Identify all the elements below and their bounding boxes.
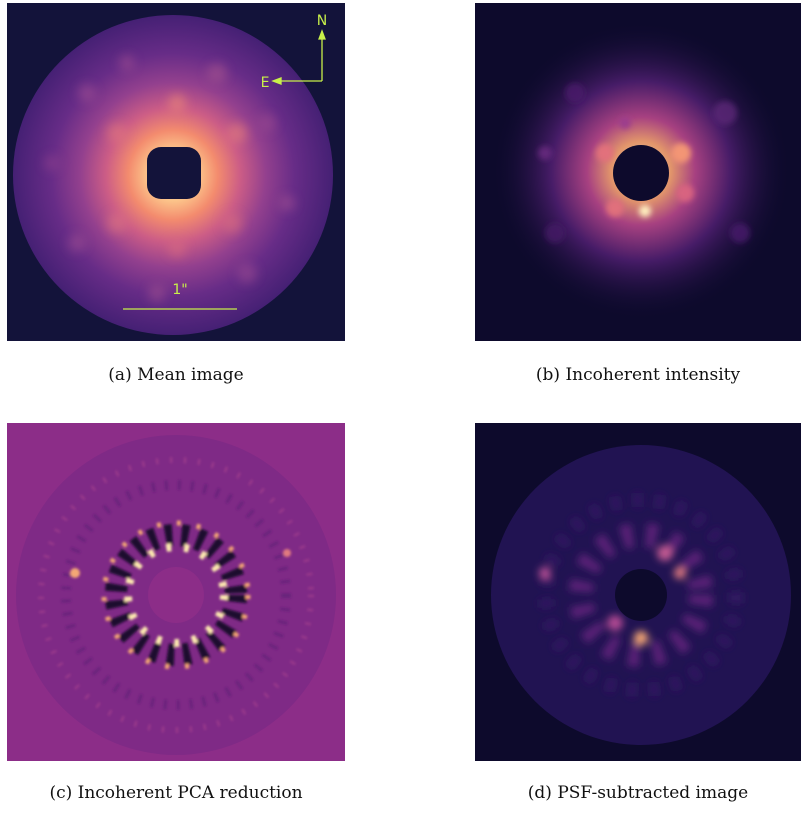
coronagraph-mask <box>148 567 204 623</box>
caption-incoherent-intensity: (b) Incoherent intensity <box>535 365 741 385</box>
residual-speckles <box>539 493 743 697</box>
incoherent-intensity-panel <box>475 3 801 341</box>
caption-pca-reduction: (c) Incoherent PCA reduction <box>49 783 303 803</box>
speckle-pattern <box>538 83 750 243</box>
mean-image: N E 1" <box>7 3 345 341</box>
caption-mean-image: (a) Mean image <box>108 365 244 385</box>
psf-subtracted-panel <box>475 423 801 761</box>
compass <box>271 29 326 85</box>
pca-residuals <box>38 457 314 733</box>
pca-reduction-panel <box>7 423 345 761</box>
mean-image-panel: N E 1" <box>7 3 345 341</box>
caption-psf-subtracted: (d) PSF-subtracted image <box>527 783 749 803</box>
coronagraph-mask <box>147 147 201 199</box>
coronagraph-mask <box>613 145 669 201</box>
speckle-pattern <box>44 55 295 302</box>
coronagraph-mask <box>615 569 667 621</box>
east-label: E <box>261 75 270 91</box>
north-label: N <box>317 13 327 29</box>
psf-subtracted-image <box>475 423 801 761</box>
scale-label: 1" <box>172 282 187 298</box>
pca-reduction-image <box>7 423 345 761</box>
incoherent-intensity-image <box>475 3 801 341</box>
